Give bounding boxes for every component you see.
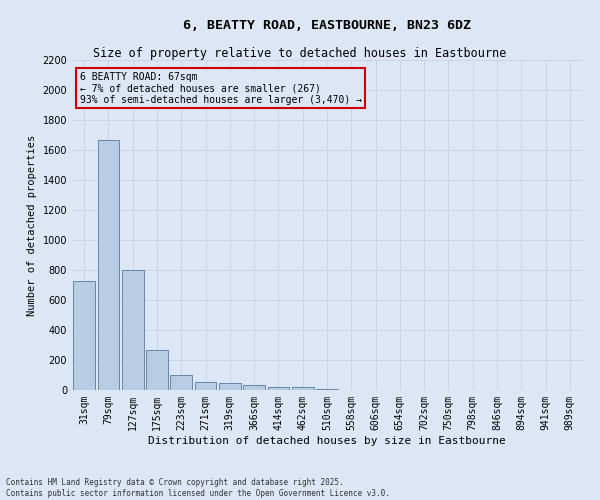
Text: Contains HM Land Registry data © Crown copyright and database right 2025.
Contai: Contains HM Land Registry data © Crown c… [6,478,390,498]
Bar [122,270,143,390]
Y-axis label: Number of detached properties: Number of detached properties [27,134,37,316]
Text: 6 BEATTY ROAD: 67sqm
← 7% of detached houses are smaller (267)
93% of semi-detac: 6 BEATTY ROAD: 67sqm ← 7% of detached ho… [80,72,362,105]
Bar [316,389,338,390]
Bar [97,140,119,390]
Text: Size of property relative to detached houses in Eastbourne: Size of property relative to detached ho… [94,48,506,60]
Bar [170,375,192,390]
Bar [73,280,95,390]
Bar [219,382,241,390]
Title: 6, BEATTY ROAD, EASTBOURNE, BN23 6DZ: 6, BEATTY ROAD, EASTBOURNE, BN23 6DZ [183,20,471,32]
Bar [268,387,289,390]
Bar [292,388,314,390]
Bar [194,382,217,390]
Bar [146,350,168,390]
X-axis label: Distribution of detached houses by size in Eastbourne: Distribution of detached houses by size … [148,436,506,446]
Bar [243,385,265,390]
